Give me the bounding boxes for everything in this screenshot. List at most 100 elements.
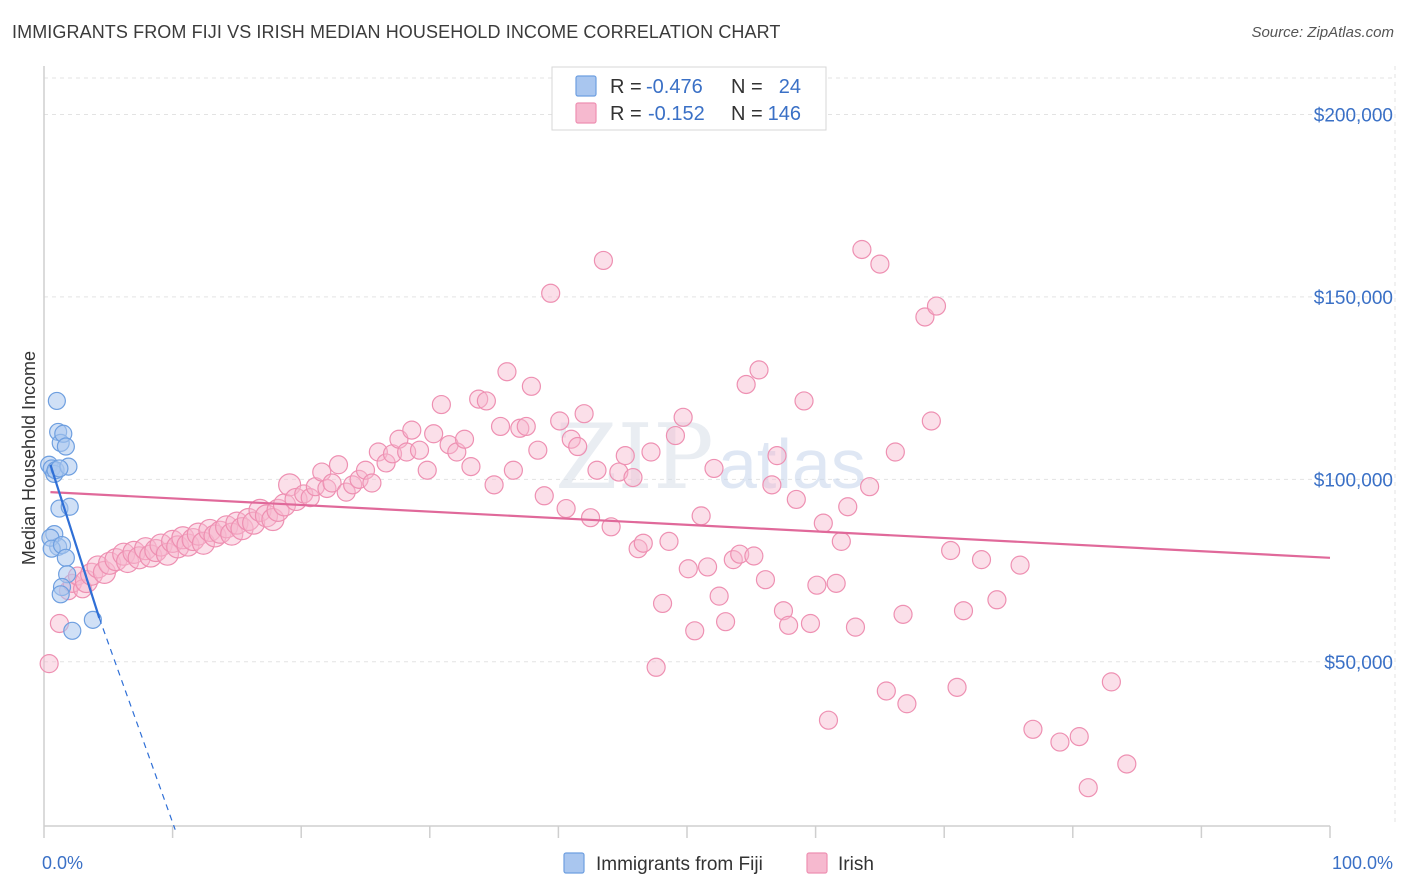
x-tick-label-min: 0.0%	[42, 853, 83, 873]
data-point-irish	[628, 539, 648, 559]
tick-labels: $50,000 $100,000 $150,000 $200,000 0.0% 100.0…	[42, 105, 1393, 873]
data-point-fiji	[51, 585, 70, 604]
y-axis-label: Median Household Income	[19, 351, 39, 565]
legend-r-value-irish: -0.152	[648, 103, 705, 125]
legend-n-label-irish: N =	[731, 103, 763, 125]
data-point-irish	[409, 440, 430, 460]
data-point-irish	[755, 570, 776, 590]
legend-n-label-fiji: N =	[731, 76, 763, 98]
data-point-irish	[368, 442, 388, 462]
trend-line-fiji	[49, 464, 101, 619]
gridlines	[44, 77, 1395, 663]
data-point-irish	[294, 484, 314, 504]
data-point-irish	[497, 362, 517, 382]
data-point-irish	[673, 407, 693, 427]
data-point-irish	[818, 710, 839, 730]
data-point-irish	[362, 473, 382, 493]
data-point-irish	[665, 425, 686, 446]
data-point-irish	[1117, 754, 1137, 774]
data-point-irish	[704, 458, 724, 479]
data-point-irish	[860, 477, 880, 497]
series-legend: Immigrants from Fiji Irish	[563, 852, 874, 875]
data-point-irish	[678, 559, 698, 579]
data-point-irish	[870, 254, 890, 274]
data-point-irish	[831, 531, 851, 551]
data-point-irish	[556, 498, 576, 519]
y-tick-label: $50,000	[1324, 653, 1393, 674]
data-point-irish	[744, 546, 764, 566]
data-point-irish	[454, 429, 475, 449]
data-point-irish	[749, 360, 769, 380]
data-point-irish	[691, 506, 711, 526]
data-point-irish	[947, 677, 967, 697]
data-point-irish	[800, 613, 821, 634]
data-point-irish	[484, 475, 504, 495]
stats-legend: R = -0.476 N = 24 R = -0.152 N = 146	[551, 66, 827, 131]
data-point-fiji	[56, 548, 75, 567]
legend-r-label-fiji: R =	[610, 76, 642, 98]
data-point-irish	[431, 394, 451, 415]
data-point-irish	[469, 389, 489, 409]
data-point-irish	[574, 404, 594, 424]
stats-legend-box	[551, 66, 827, 131]
data-point-irish	[322, 473, 342, 493]
y-tick-label: $200,000	[1314, 105, 1393, 126]
data-point-irish	[402, 420, 422, 440]
data-point-irish	[424, 424, 444, 444]
data-point-irish	[528, 440, 548, 460]
data-point-irish	[242, 511, 266, 535]
data-point-irish	[510, 418, 530, 438]
data-point-irish	[550, 411, 570, 431]
data-point-irish	[561, 429, 581, 449]
chart-source: Source: ZipAtlas.com	[1251, 24, 1394, 41]
trend-lines	[49, 464, 1331, 830]
watermark: ZIP atlas	[555, 405, 866, 510]
data-point-irish	[659, 531, 679, 551]
data-point-fiji	[63, 621, 82, 640]
data-point-irish	[541, 283, 561, 303]
data-point-irish	[615, 446, 635, 466]
data-point-irish	[601, 517, 621, 537]
data-point-irish	[697, 557, 718, 577]
series-irish	[39, 239, 1137, 798]
data-point-irish	[715, 612, 736, 632]
data-point-irish	[767, 446, 787, 466]
data-point-irish	[921, 411, 941, 431]
legend-swatch-fiji	[575, 75, 597, 97]
data-point-irish	[826, 573, 846, 593]
data-point-irish	[852, 239, 872, 260]
data-point-irish	[845, 617, 866, 637]
data-point-irish	[786, 489, 806, 510]
data-point-irish	[1078, 778, 1098, 798]
data-point-irish	[417, 460, 437, 480]
data-point-irish	[97, 551, 122, 575]
data-point-irish	[633, 533, 653, 553]
data-point-irish	[987, 590, 1007, 610]
data-point-irish	[897, 694, 917, 714]
data-point-irish	[593, 250, 614, 271]
data-point-irish	[1050, 732, 1070, 752]
data-point-irish	[773, 601, 794, 621]
data-point-irish	[490, 416, 511, 437]
x-tick-label-max: 100.0%	[1332, 853, 1393, 873]
data-point-irish	[1069, 727, 1089, 747]
data-point-irish	[191, 531, 216, 555]
data-point-irish	[652, 593, 673, 614]
data-point-irish	[685, 621, 705, 641]
trend-line-irish	[50, 491, 1331, 559]
data-point-irish	[1023, 719, 1043, 739]
data-point-irish	[521, 376, 541, 396]
data-point-irish	[736, 374, 756, 395]
data-point-fiji	[83, 610, 102, 629]
data-point-irish	[730, 544, 750, 564]
data-point-irish	[813, 513, 833, 533]
data-point-irish	[941, 540, 961, 561]
data-point-irish	[953, 601, 974, 621]
legend-r-value-fiji: -0.476	[646, 76, 703, 98]
data-point-irish	[926, 296, 947, 316]
data-point-irish	[971, 550, 992, 570]
legend-label-irish: Irish	[838, 854, 874, 875]
data-point-irish	[609, 462, 629, 482]
data-point-irish	[1101, 672, 1121, 692]
data-point-irish	[568, 436, 588, 457]
